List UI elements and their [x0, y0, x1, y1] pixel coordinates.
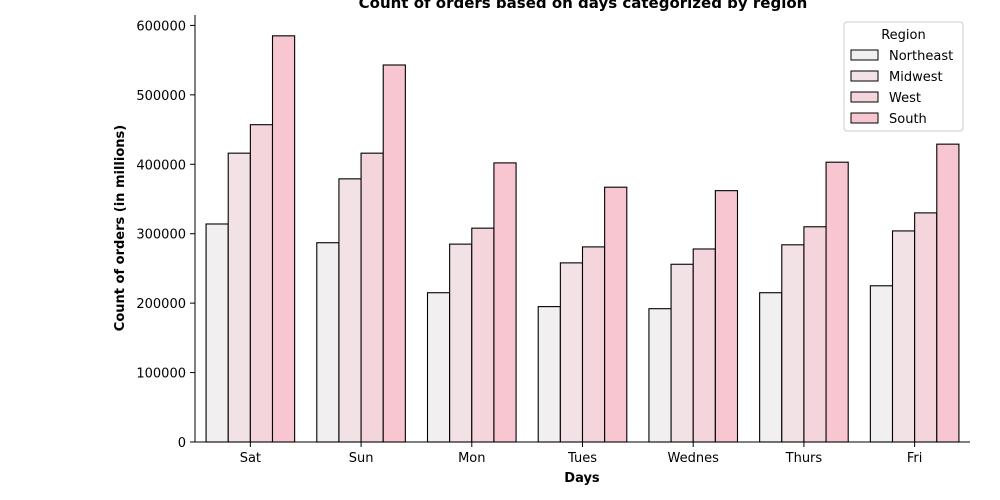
bar-midwest-tues	[559, 262, 584, 443]
x-tick-label-fri: Fri	[907, 451, 923, 466]
bar-south-mon	[493, 162, 517, 443]
bar-south-sat	[271, 35, 296, 443]
bar-northeast-thurs	[759, 292, 783, 443]
legend-swatch-northeast	[850, 49, 879, 61]
y-tick-label: 600000	[136, 19, 186, 34]
x-tick-label-tues: Tues	[567, 451, 597, 466]
bar-midwest-fri	[891, 230, 916, 443]
x-tick-label-sat: Sat	[240, 451, 261, 466]
legend-label-west: West	[889, 91, 921, 106]
bar-west-wednes	[692, 248, 716, 443]
bar-midwest-thurs	[781, 244, 805, 443]
x-tick-label-wednes: Wednes	[668, 451, 720, 466]
y-axis: 0 100000 200000 300000 400000 500000 600000	[136, 15, 196, 451]
legend: Region Northeast Midwest West South	[843, 21, 964, 132]
legend-box	[843, 21, 964, 132]
x-axis: Sat Sun Mon Tues Wednes Thurs Fri	[195, 441, 970, 466]
y-tick-label: 200000	[136, 297, 186, 312]
bar-midwest-sun	[338, 178, 362, 443]
y-tick-label: 100000	[136, 367, 186, 382]
legend-swatch-west	[850, 91, 879, 103]
bar-south-sun	[382, 64, 406, 443]
bar-northeast-sat	[205, 223, 229, 443]
chart-title: Count of orders based on days categorize…	[359, 0, 808, 12]
legend-title: Region	[881, 28, 926, 43]
bar-midwest-wednes	[670, 263, 694, 443]
bar-west-sun	[360, 152, 384, 443]
bar-northeast-sun	[316, 242, 340, 443]
legend-swatch-midwest	[850, 70, 879, 82]
bars-layer	[205, 35, 960, 443]
bar-west-thurs	[803, 226, 827, 443]
x-tick-label-thurs: Thurs	[785, 451, 823, 466]
bar-south-wednes	[714, 190, 739, 443]
bar-west-tues	[581, 246, 606, 443]
bar-south-tues	[604, 186, 628, 443]
legend-label-midwest: Midwest	[889, 70, 943, 85]
y-tick-label: 300000	[136, 228, 186, 243]
y-tick-label: 500000	[136, 89, 186, 104]
x-axis-title: Days	[564, 471, 600, 486]
bar-northeast-mon	[426, 292, 451, 443]
legend-label-northeast: Northeast	[889, 49, 953, 64]
bar-west-mon	[471, 227, 495, 443]
bar-west-sat	[249, 124, 274, 443]
bar-west-fri	[914, 212, 938, 443]
y-tick-label: 0	[178, 436, 186, 451]
y-axis-title: Count of orders (in millions)	[113, 125, 128, 331]
bar-midwest-sat	[227, 152, 251, 443]
bar-south-thurs	[825, 161, 849, 443]
legend-swatch-south	[850, 112, 879, 124]
bar-northeast-wednes	[648, 308, 672, 443]
x-tick-label-mon: Mon	[458, 451, 485, 466]
y-tick-label: 400000	[136, 158, 186, 173]
bar-northeast-fri	[869, 285, 894, 443]
legend-label-south: South	[889, 112, 927, 127]
x-tick-label-sun: Sun	[349, 451, 374, 466]
bar-northeast-tues	[537, 306, 561, 443]
bar-midwest-mon	[449, 243, 473, 443]
bar-south-fri	[936, 143, 960, 443]
